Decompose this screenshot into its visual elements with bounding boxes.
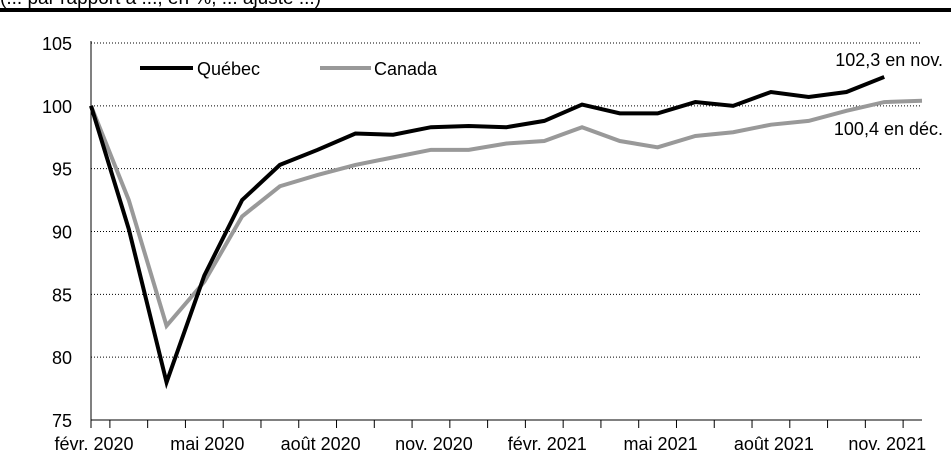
x-tick-label: août 2020 — [281, 434, 361, 454]
y-tick-label-90: 90 — [52, 223, 72, 243]
annotation-label: 102,3 en nov. — [835, 50, 943, 70]
y-tick-label-85: 85 — [52, 285, 72, 305]
x-tick-label: août 2021 — [734, 434, 814, 454]
series-line-canada — [89, 98, 923, 330]
chart-subtitle-fragment: (... par rapport à ..., en %, ... ajusté… — [0, 0, 321, 10]
x-tick-label: nov. 2021 — [848, 434, 926, 454]
x-tick-label: mai 2021 — [624, 434, 698, 454]
legend-label: Canada — [374, 59, 438, 79]
y-tick-label-105: 105 — [42, 34, 72, 54]
annotations: 102,3 en nov. 100,4 en déc. — [834, 50, 943, 139]
y-tick-label-80: 80 — [52, 348, 72, 368]
y-tick-label-75: 75 — [52, 411, 72, 431]
series-lines — [89, 75, 923, 390]
x-tick-label: nov. 2020 — [395, 434, 473, 454]
gridlines — [91, 42, 922, 358]
legend-label: Québec — [197, 59, 260, 79]
x-tick-label: mai 2020 — [170, 434, 244, 454]
x-tick-label: févr. 2021 — [508, 434, 587, 454]
axes: 75 80 85 90 95 100 105 févr. 2020 mai 2020 août 2… — [42, 34, 926, 454]
x-tick-label: févr. 2020 — [54, 434, 133, 454]
y-tick-label-95: 95 — [52, 160, 72, 180]
y-tick-label-100: 100 — [42, 97, 72, 117]
series-line-qubec — [89, 75, 885, 390]
legend: Québec Canada — [140, 59, 438, 79]
annotation-label: 100,4 en déc. — [834, 119, 943, 139]
